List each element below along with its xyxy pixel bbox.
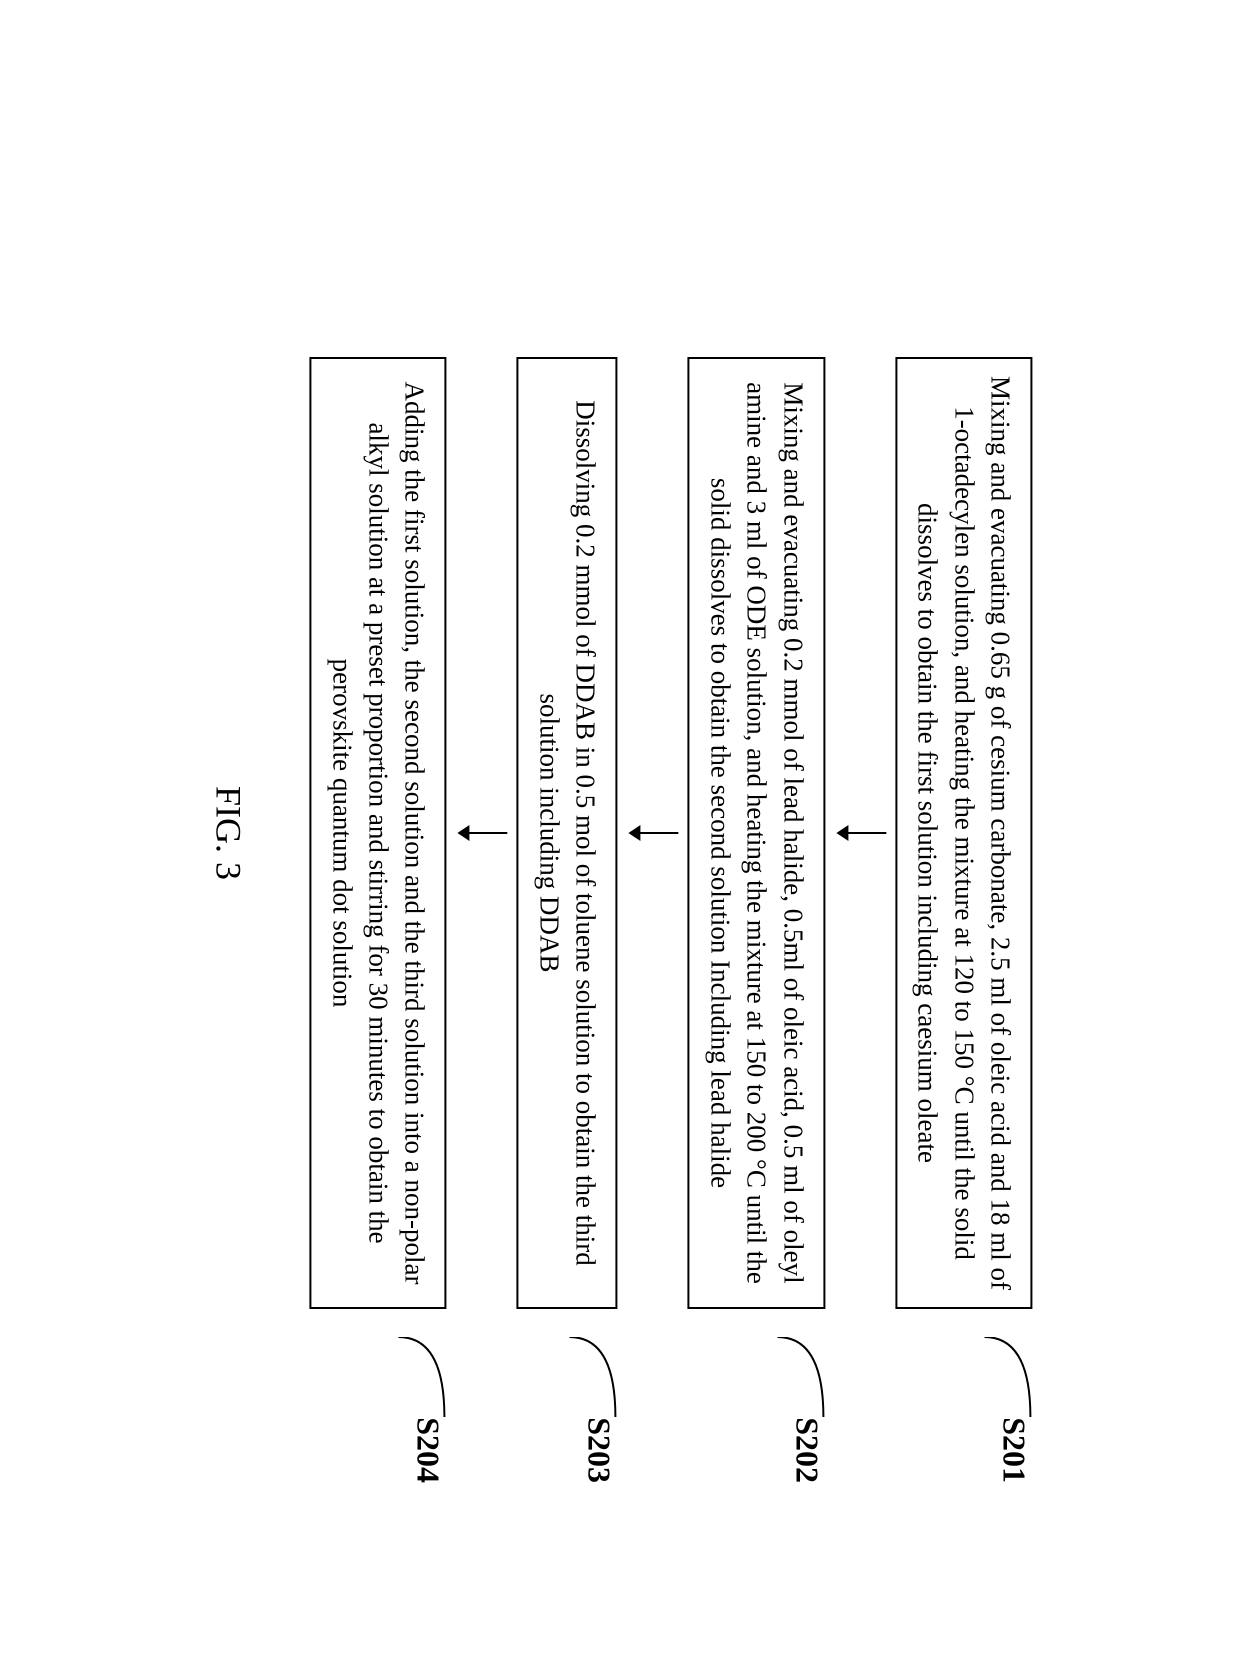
flow-step-box: Dissolving 0.2 mmol of DDAB in 0.5 mol o… xyxy=(517,357,618,1308)
flow-arrow-icon xyxy=(834,821,886,845)
flow-step-row: Adding the first solution, the second so… xyxy=(310,183,447,1483)
label-connector-curve xyxy=(399,1337,447,1417)
flow-step-box: Adding the first solution, the second so… xyxy=(310,357,447,1308)
flow-step-box: Mixing and evacuating 0.65 g of cesium c… xyxy=(895,357,1032,1308)
label-connector-curve xyxy=(777,1337,825,1417)
flow-arrow-wrap xyxy=(825,183,895,1483)
flow-step-row: Mixing and evacuating 0.2 mmol of lead h… xyxy=(688,183,825,1483)
flow-arrow-icon xyxy=(627,821,679,845)
flow-step-row: Dissolving 0.2 mmol of DDAB in 0.5 mol o… xyxy=(517,183,618,1483)
flow-arrow-wrap xyxy=(447,183,517,1483)
step-label: S204 xyxy=(410,1417,447,1483)
flow-step-row: Mixing and evacuating 0.65 g of cesium c… xyxy=(895,183,1032,1483)
step-label: S202 xyxy=(788,1417,825,1483)
figure-caption: FIG. 3 xyxy=(208,183,250,1483)
label-connector-curve xyxy=(570,1337,618,1417)
rotated-canvas: Mixing and evacuating 0.65 g of cesium c… xyxy=(208,183,1033,1483)
step-label-column: S204 xyxy=(399,1309,447,1483)
step-label-column: S203 xyxy=(570,1309,618,1483)
label-connector-curve xyxy=(984,1337,1032,1417)
step-label-column: S202 xyxy=(777,1309,825,1483)
step-label-column: S201 xyxy=(984,1309,1032,1483)
step-label: S201 xyxy=(995,1417,1032,1483)
flow-arrow-icon xyxy=(456,821,508,845)
flowchart-container: Mixing and evacuating 0.65 g of cesium c… xyxy=(208,183,1033,1483)
step-label: S203 xyxy=(581,1417,618,1483)
flow-arrow-wrap xyxy=(618,183,688,1483)
flow-step-box: Mixing and evacuating 0.2 mmol of lead h… xyxy=(688,357,825,1308)
